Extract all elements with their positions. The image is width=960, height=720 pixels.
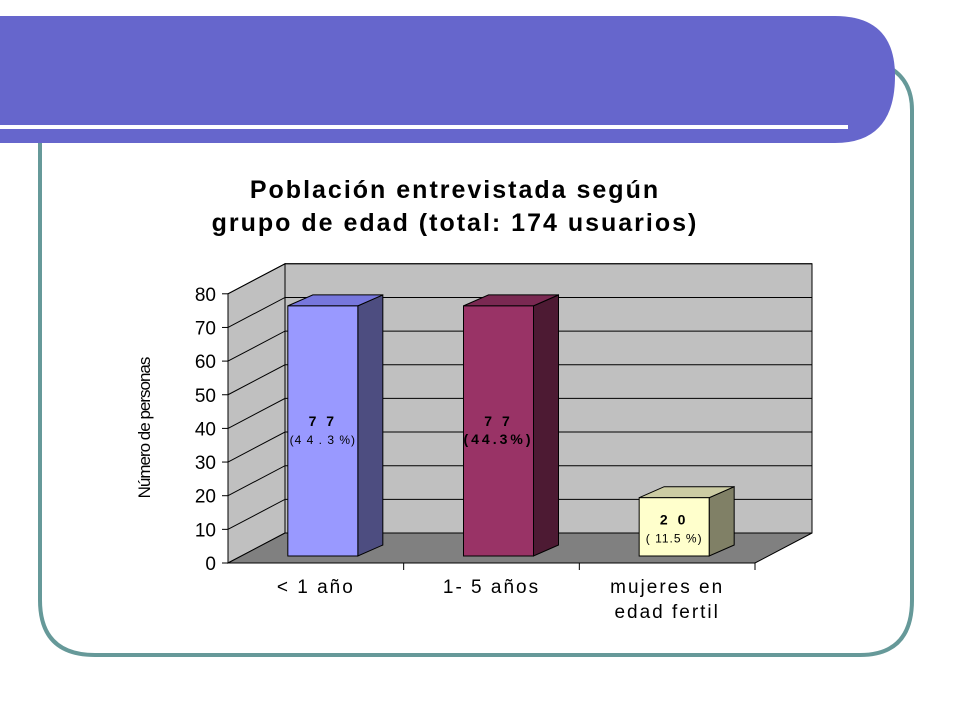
- gridline: [227, 364, 812, 396]
- y-tick-label: 0: [205, 554, 216, 575]
- gridline: [227, 465, 812, 497]
- x-tick-label: 1- 5 años: [443, 577, 540, 598]
- x-tick-label: mujeres en: [610, 577, 724, 598]
- chart-title-line-2: grupo de edad (total: 174 usuarios): [212, 209, 699, 237]
- x-tick-label: < 1 año: [277, 577, 355, 598]
- x-tick-label: edad fertil: [614, 602, 719, 623]
- bar: [463, 305, 534, 557]
- bar-side: [708, 485, 735, 557]
- data-label-value: 7 7: [309, 413, 337, 429]
- y-tick-label: 80: [195, 285, 216, 306]
- y-tick-label: 70: [195, 318, 216, 339]
- gridline: [227, 296, 812, 328]
- y-axis-label: Número de personas: [135, 357, 154, 498]
- bar: [638, 497, 710, 557]
- gridline: [227, 431, 812, 463]
- y-tick-label: 40: [195, 419, 216, 440]
- y-tick-label: 30: [195, 453, 216, 474]
- y-tick-label: 20: [195, 487, 216, 508]
- y-tick-label: 10: [195, 520, 216, 541]
- banner-stripe: [0, 125, 848, 129]
- bar-side: [357, 294, 384, 557]
- slide-frame: [38, 58, 914, 657]
- data-label-value: 2 0: [660, 512, 688, 528]
- data-label-percent: (4 4 . 3 %): [290, 433, 356, 447]
- gridline: [227, 263, 812, 295]
- bar: [287, 305, 359, 557]
- data-label-value: 7 7: [484, 413, 512, 429]
- gridline: [227, 498, 812, 530]
- data-label-percent: (44.3%): [463, 431, 533, 447]
- gridline: [227, 397, 812, 429]
- y-tick-label: 60: [195, 352, 216, 373]
- plot-area: 0 10 20 30 40 50 60 70 80 7 7 (4 4 . 3 %) < 1 año 7 …: [195, 262, 813, 623]
- y-tick-label: 50: [195, 386, 216, 407]
- chart-title-line-1: Población entrevistada según: [250, 176, 660, 204]
- data-label-percent: ( 11.5 %): [646, 532, 703, 546]
- title-banner: [0, 16, 895, 143]
- gridline: [227, 330, 812, 362]
- bar-side: [533, 294, 559, 557]
